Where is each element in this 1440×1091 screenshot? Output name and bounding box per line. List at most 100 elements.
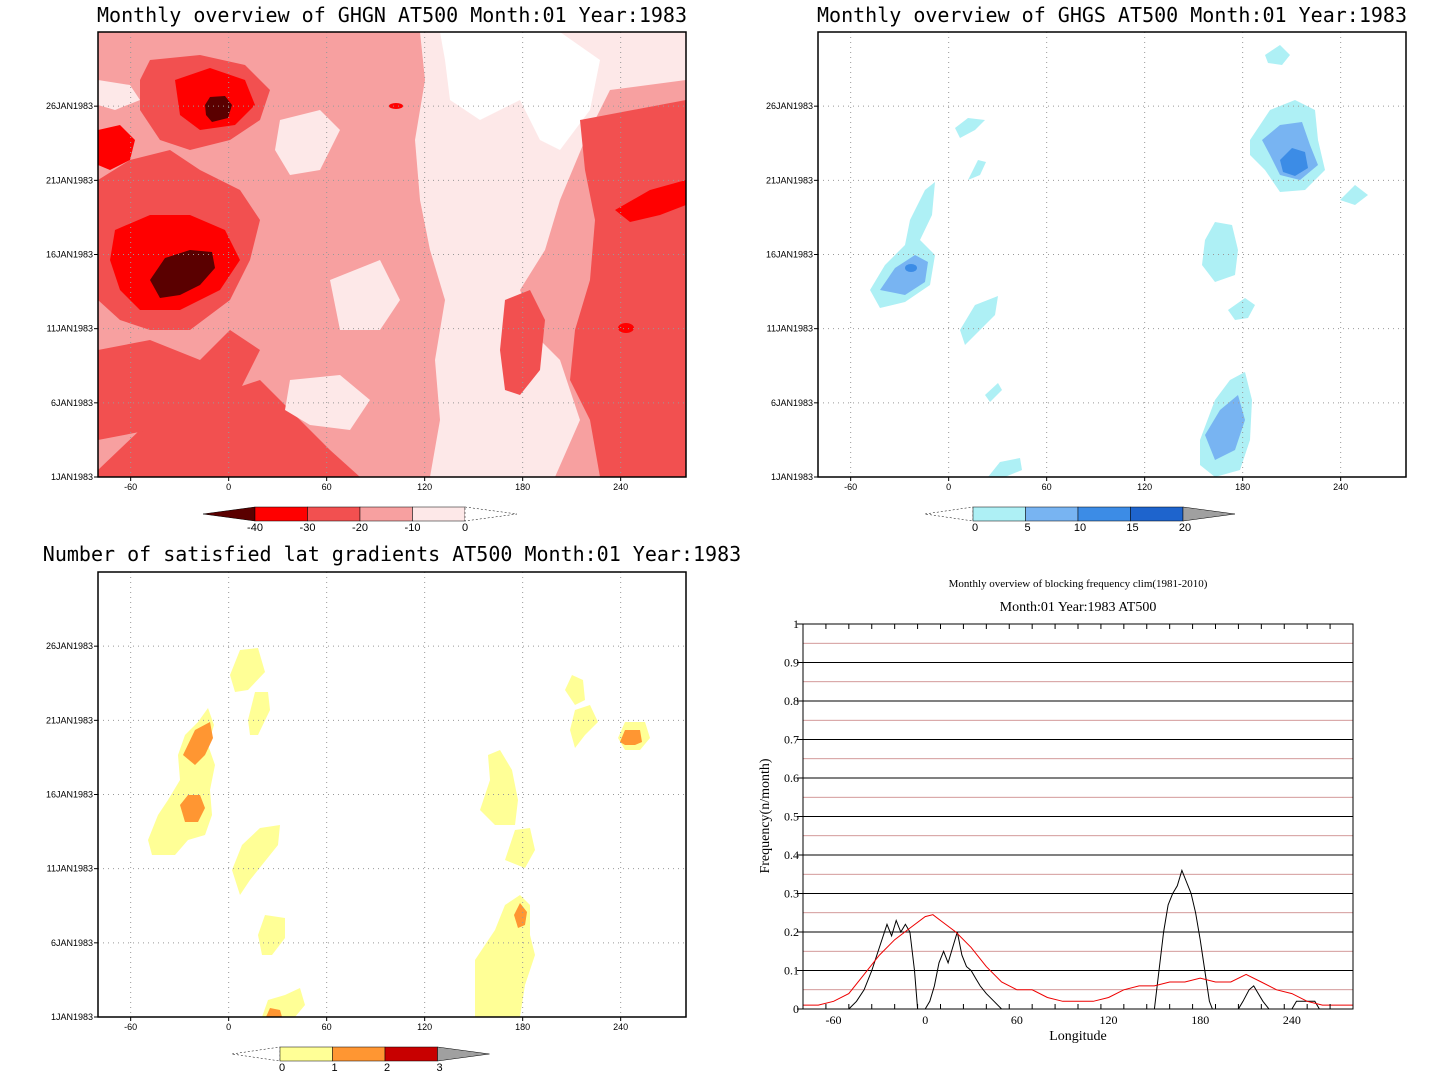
ghgn-south-band	[98, 380, 360, 477]
ghgs-blob-4	[1202, 222, 1238, 282]
latgrad-blob-10	[565, 675, 585, 705]
freq-grid	[803, 642, 1353, 991]
colorbar-label: 20	[1179, 522, 1191, 534]
colorbar-arrow-high	[1182, 506, 1236, 522]
colorbar-label: -30	[300, 522, 316, 534]
colorbar-arrow-low	[202, 506, 256, 522]
y-tick-label: 26JAN1983	[766, 101, 813, 111]
ghgn-east-core	[615, 180, 686, 222]
y-tick-label: 1JAN1983	[51, 472, 93, 482]
freq-xlabel: Longitude	[1049, 1029, 1107, 1044]
ghgs-blob-6	[955, 118, 985, 138]
ghgs-blob-1-max	[905, 264, 917, 272]
ghgn-patch-2	[275, 110, 340, 175]
series-line-black	[803, 868, 1353, 1009]
latgrad-blob-1-core-a	[183, 722, 213, 765]
colorbar-arrow-high	[464, 506, 518, 522]
x-tick-label: 240	[1333, 482, 1348, 492]
x-tick-label: 60	[322, 482, 332, 492]
ghgs-field	[818, 32, 1406, 477]
ghgs-blob-1-core	[880, 255, 928, 295]
latgrad-x-ticks: -60 0 60 120 180 240	[124, 1017, 628, 1032]
ghgn-title: Monthly overview of GHGN AT500 Month:01 …	[97, 3, 687, 27]
x-tick-label: 180	[1235, 482, 1250, 492]
latgrad-colorbar: 0 1 2 3	[231, 1046, 490, 1074]
freq-series	[803, 868, 1353, 1009]
panel-ghgn: Monthly overview of GHGN AT500 Month:01 …	[46, 3, 687, 534]
x-tick-label: 240	[613, 1022, 628, 1032]
latgrad-title: Number of satisfied lat gradients AT500 …	[43, 542, 741, 566]
colorbar-arrow-high	[437, 1046, 490, 1062]
colorbar-segment	[972, 506, 1026, 522]
ghgn-blob-north-min	[205, 96, 232, 122]
x-tick-label: -60	[124, 482, 137, 492]
x-tick-label: 240	[1283, 1013, 1301, 1027]
colorbar-label: -40	[247, 522, 263, 534]
y-tick-label: 26JAN1983	[46, 101, 93, 111]
ghgn-patch-3	[98, 80, 140, 110]
ghgs-blob-12	[1340, 185, 1368, 205]
colorbar-segment	[359, 506, 413, 522]
y-tick-label: 6JAN1983	[771, 398, 813, 408]
colorbar-label: 0	[462, 522, 468, 534]
x-tick-label: 0	[922, 1013, 928, 1027]
colorbar-label: 0	[972, 522, 978, 534]
y-tick-label: 0.9	[784, 656, 799, 670]
latgrad-blob-5	[258, 915, 285, 955]
ghgn-small-dot	[389, 103, 403, 109]
ghgn-patch-4	[330, 260, 400, 330]
y-tick-label: 21JAN1983	[46, 175, 93, 185]
x-tick-label: -60	[826, 1013, 842, 1027]
y-tick-label: 1	[793, 617, 799, 631]
colorbar-label: 5	[1024, 522, 1030, 534]
ghgn-field	[98, 32, 686, 477]
y-tick-label: 0	[793, 1002, 799, 1016]
panel-ghgs: Monthly overview of GHGS AT500 Month:01 …	[766, 3, 1407, 534]
latgrad-blob-1-core-b	[180, 795, 205, 822]
y-tick-label: 11JAN1983	[47, 864, 93, 874]
ghgs-x-ticks: -60 0 60 120 180 240	[844, 477, 1348, 492]
ghgs-blob-3-core	[1205, 395, 1245, 460]
ghgs-colorbar: 0 5 10 15 20	[924, 506, 1236, 534]
ghgn-zero-region	[440, 32, 600, 150]
colorbar-label: -20	[352, 522, 368, 534]
x-tick-label: 180	[515, 482, 530, 492]
colorbar-segment	[1025, 506, 1079, 522]
latgrad-blob-9-core	[514, 903, 527, 928]
latgrad-field	[98, 572, 686, 1017]
x-tick-label: 180	[1191, 1013, 1209, 1027]
ghgn-grid	[98, 32, 686, 477]
colorbar-label: 0	[279, 1062, 285, 1074]
panel-lat-gradients: Number of satisfied lat gradients AT500 …	[43, 542, 741, 1074]
y-tick-label: 21JAN1983	[766, 175, 813, 185]
ghgn-colorbar: -40 -30 -20 -10 0	[202, 506, 518, 534]
latgrad-blob-12-core	[620, 730, 642, 745]
ghgs-blob-2-max	[1280, 148, 1308, 176]
colorbar-label: 2	[384, 1062, 390, 1074]
series-line-red	[803, 914, 1353, 1006]
colorbar-segment	[384, 1046, 438, 1062]
ghgs-blob-11	[1265, 45, 1290, 65]
ghgn-weak-region	[415, 32, 686, 477]
freq-ylabel: Frequency(n/month)	[758, 758, 773, 873]
colorbar-label: 3	[436, 1062, 442, 1074]
colorbar-arrow-low	[924, 506, 974, 522]
colorbar-segment	[412, 506, 466, 522]
latgrad-blob-11	[570, 705, 598, 748]
x-tick-label: -60	[844, 482, 857, 492]
latgrad-blob-6-core	[266, 1008, 282, 1017]
latgrad-blob-4	[232, 825, 280, 895]
colorbar-segment	[279, 1046, 333, 1062]
x-tick-label: 0	[226, 482, 231, 492]
x-tick-label: 120	[417, 482, 432, 492]
ghgn-band-2	[98, 330, 260, 440]
y-tick-label: 26JAN1983	[46, 641, 93, 651]
x-tick-label: -60	[124, 1022, 137, 1032]
latgrad-blob-2	[230, 648, 265, 692]
y-tick-label: 6JAN1983	[51, 398, 93, 408]
x-tick-label: 120	[417, 1022, 432, 1032]
y-tick-label: 0.1	[784, 964, 799, 978]
colorbar-segment	[1077, 506, 1131, 522]
x-tick-label: 240	[613, 482, 628, 492]
latgrad-blob-7	[480, 750, 518, 825]
